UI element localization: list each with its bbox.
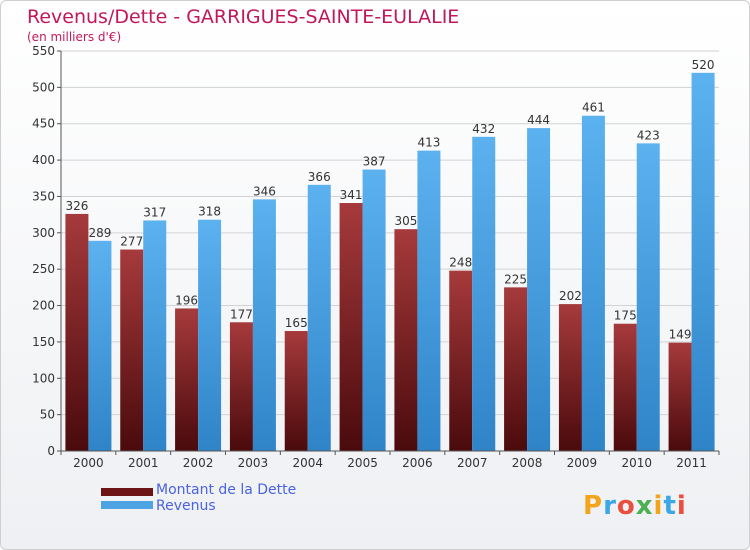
data-label-revenue: 366 bbox=[308, 170, 331, 184]
data-label-debt: 225 bbox=[504, 272, 527, 286]
x-tick-label: 2000 bbox=[73, 456, 104, 470]
data-label-revenue: 444 bbox=[527, 113, 550, 127]
data-label-debt: 326 bbox=[65, 199, 88, 213]
proxiti-logo: Proxiti bbox=[583, 491, 687, 521]
x-tick-label: 2006 bbox=[402, 456, 433, 470]
data-label-debt: 165 bbox=[285, 316, 308, 330]
legend-label-revenue: Revenus bbox=[156, 498, 216, 514]
data-label-revenue: 413 bbox=[417, 136, 440, 150]
data-label-revenue: 432 bbox=[472, 122, 495, 136]
bar-debt bbox=[175, 308, 199, 451]
bar-debt bbox=[229, 322, 253, 451]
y-tick-label: 300 bbox=[32, 226, 55, 240]
x-tick-label: 2002 bbox=[183, 456, 214, 470]
bar-revenue bbox=[88, 240, 112, 451]
x-tick-label: 2009 bbox=[567, 456, 598, 470]
bar-debt bbox=[65, 213, 89, 451]
chart-title: Revenus/Dette - GARRIGUES-SAINTE-EULALIE bbox=[27, 6, 460, 28]
data-label-revenue: 461 bbox=[582, 101, 605, 115]
bar-debt bbox=[668, 342, 692, 451]
bar-revenue bbox=[472, 136, 496, 451]
bar-debt bbox=[394, 229, 418, 451]
data-label-debt: 196 bbox=[175, 293, 198, 307]
x-tick-label: 2011 bbox=[676, 456, 707, 470]
bar-revenue bbox=[691, 72, 715, 452]
bar-revenue bbox=[581, 115, 605, 452]
data-label-debt: 149 bbox=[669, 328, 692, 342]
data-label-debt: 248 bbox=[449, 256, 472, 270]
bar-debt bbox=[449, 270, 473, 451]
bar-revenue bbox=[527, 128, 551, 451]
bar-revenue bbox=[362, 169, 386, 451]
bar-debt bbox=[613, 323, 637, 451]
data-label-revenue: 520 bbox=[692, 58, 715, 72]
data-label-debt: 341 bbox=[340, 188, 363, 202]
bar-revenue bbox=[636, 143, 660, 451]
y-tick-label: 0 bbox=[47, 444, 55, 458]
data-label-revenue: 346 bbox=[253, 184, 276, 198]
x-tick-label: 2005 bbox=[347, 456, 378, 470]
y-tick-label: 350 bbox=[32, 189, 55, 203]
data-label-debt: 202 bbox=[559, 289, 582, 303]
data-label-revenue: 318 bbox=[198, 205, 221, 219]
y-tick-label: 500 bbox=[32, 80, 55, 94]
bar-revenue bbox=[143, 220, 167, 451]
x-tick-label: 2004 bbox=[292, 456, 323, 470]
bar-revenue bbox=[252, 199, 276, 451]
y-tick-label: 550 bbox=[32, 44, 55, 58]
x-tick-label: 2001 bbox=[128, 456, 159, 470]
y-tick-label: 100 bbox=[32, 371, 55, 385]
bar-revenue bbox=[307, 184, 331, 451]
bar-debt bbox=[339, 203, 363, 451]
legend-swatch-debt bbox=[101, 488, 153, 496]
bar-revenue bbox=[417, 150, 441, 452]
data-label-debt: 277 bbox=[120, 235, 143, 249]
data-label-debt: 175 bbox=[614, 309, 637, 323]
data-label-debt: 177 bbox=[230, 307, 253, 321]
y-tick-label: 150 bbox=[32, 335, 55, 349]
x-tick-label: 2008 bbox=[512, 456, 543, 470]
bar-debt bbox=[120, 249, 144, 451]
data-label-revenue: 289 bbox=[88, 226, 111, 240]
y-tick-label: 250 bbox=[32, 262, 55, 276]
y-tick-label: 450 bbox=[32, 117, 55, 131]
y-tick-label: 50 bbox=[40, 408, 55, 422]
x-tick-label: 2007 bbox=[457, 456, 488, 470]
data-label-revenue: 317 bbox=[143, 205, 166, 219]
data-label-revenue: 387 bbox=[363, 155, 386, 169]
bar-debt bbox=[558, 304, 582, 451]
bar-debt bbox=[284, 331, 308, 451]
y-tick-label: 400 bbox=[32, 153, 55, 167]
legend-label-debt: Montant de la Dette bbox=[156, 482, 297, 498]
y-tick-label: 200 bbox=[32, 299, 55, 313]
bar-debt bbox=[504, 287, 528, 451]
data-label-debt: 305 bbox=[394, 214, 417, 228]
legend-swatch-revenue bbox=[101, 501, 153, 509]
data-label-revenue: 423 bbox=[637, 128, 660, 142]
chart-subtitle: (en milliers d'€) bbox=[27, 30, 122, 44]
x-tick-label: 2003 bbox=[238, 456, 269, 470]
x-tick-label: 2010 bbox=[621, 456, 652, 470]
bar-revenue bbox=[198, 219, 222, 451]
